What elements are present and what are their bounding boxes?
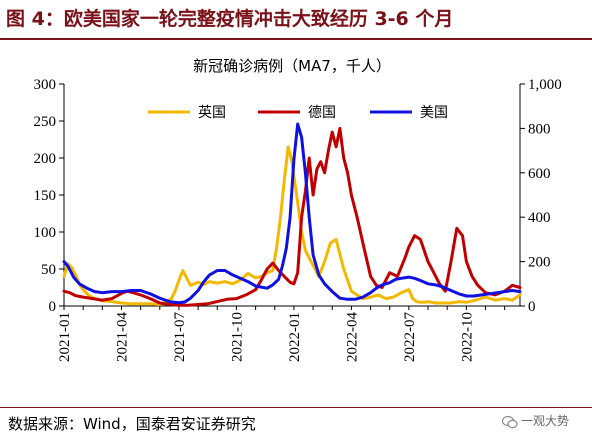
- figure-title: 图 4：欧美国家一轮完整疫情冲击大致经历 3-6 个月: [6, 8, 454, 30]
- x-tick-label: 2022-10: [459, 312, 475, 362]
- chart-legend: 英国 德国 美国: [148, 104, 448, 121]
- y-right-tick-label: 800: [528, 121, 551, 137]
- y-left-tick-label: 200: [34, 151, 57, 167]
- chart: 0 50 100 150 200 250 300 0 200 400 600 800 1,000 2021…: [34, 57, 562, 362]
- y-left-tick-label: 150: [34, 188, 57, 204]
- y-right-tick-label: 1,000: [528, 77, 562, 93]
- x-tick-label: 2021-04: [114, 312, 130, 362]
- y-right-tick-label: 400: [528, 210, 551, 226]
- series-line-germany: [62, 126, 522, 307]
- y-right-tick-label: 0: [528, 299, 536, 315]
- wechat-icon: [502, 415, 518, 428]
- x-tick-label: 2022-01: [287, 312, 303, 362]
- x-tick-label: 2022-04: [344, 312, 360, 362]
- y-right-tick-label: 600: [528, 166, 551, 182]
- y-right-tick-label: 200: [528, 255, 551, 271]
- x-tick-label: 2021-07: [172, 312, 188, 362]
- y-left-tick-label: 0: [49, 299, 57, 315]
- chart-title: 新冠确诊病例（MA7，千人）: [193, 57, 391, 75]
- watermark: 一观大势: [502, 412, 569, 429]
- chart-axes: 0 50 100 150 200 250 300 0 200 400 600 800 1,000 2021…: [34, 57, 562, 362]
- y-left-tick-label: 300: [34, 77, 57, 93]
- chart-lines: [62, 122, 522, 307]
- source-note: 数据来源：Wind，国泰君安证券研究: [8, 415, 256, 433]
- x-tick-label: 2021-10: [229, 312, 245, 362]
- x-tick-label: 2022-07: [402, 312, 418, 362]
- bottom-rule: [0, 407, 592, 408]
- y-left-tick-label: 100: [34, 225, 57, 241]
- series-line-uk: [62, 145, 522, 306]
- legend-label-germany: 德国: [308, 105, 336, 121]
- watermark-text: 一观大势: [521, 414, 570, 428]
- series-line-usa: [62, 122, 522, 305]
- title-rule: [0, 38, 592, 40]
- legend-label-uk: 英国: [198, 104, 226, 121]
- y-left-tick-label: 250: [34, 114, 57, 130]
- legend-label-usa: 美国: [420, 105, 448, 121]
- y-left-tick-label: 50: [41, 262, 56, 278]
- x-tick-label: 2021-01: [57, 312, 73, 362]
